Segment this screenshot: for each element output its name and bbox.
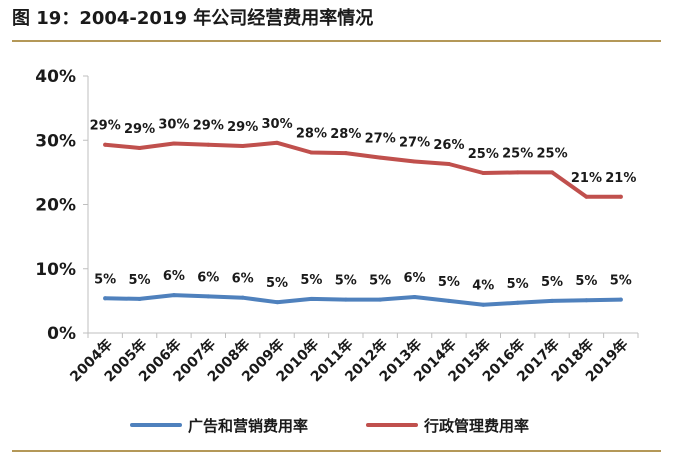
data-point bbox=[309, 296, 314, 301]
chart-title: 图 19：2004-2019 年公司经营费用率情况 bbox=[12, 8, 374, 29]
bottom-rule bbox=[12, 450, 661, 452]
data-point bbox=[550, 298, 555, 303]
data-point bbox=[137, 145, 142, 150]
data-label: 25% bbox=[468, 147, 499, 162]
data-point bbox=[206, 294, 211, 299]
series-line-0 bbox=[103, 293, 623, 307]
data-label: 29% bbox=[193, 119, 224, 134]
data-point bbox=[618, 297, 623, 302]
data-point bbox=[275, 140, 280, 145]
data-point bbox=[171, 141, 176, 146]
data-label: 27% bbox=[365, 132, 396, 147]
data-point bbox=[618, 194, 623, 199]
data-label: 6% bbox=[232, 272, 254, 287]
data-label: 5% bbox=[575, 274, 597, 289]
data-point bbox=[103, 296, 108, 301]
data-label: 28% bbox=[296, 126, 327, 141]
data-label: 5% bbox=[94, 272, 116, 287]
data-label: 4% bbox=[472, 279, 494, 294]
data-label: 5% bbox=[541, 275, 563, 290]
data-point bbox=[240, 295, 245, 300]
y-tick-label: 30% bbox=[35, 131, 76, 151]
data-point bbox=[309, 150, 314, 155]
data-label: 6% bbox=[163, 269, 185, 284]
data-label: 30% bbox=[158, 117, 189, 132]
data-point bbox=[206, 142, 211, 147]
axes: 0%10%20%30%40%2004年2005年2006年2007年2008年2… bbox=[35, 67, 639, 385]
data-label: 5% bbox=[369, 274, 391, 289]
data-point bbox=[446, 298, 451, 303]
y-tick-label: 0% bbox=[47, 324, 76, 344]
data-point bbox=[515, 170, 520, 175]
data-labels: 5% 5% 6% 6% 6% 5% 5% 5% 5% 6% 5% 4% 5% 5% 5% 5%29% 29% 30… bbox=[90, 117, 637, 294]
data-label: 26% bbox=[433, 138, 464, 153]
data-label: 29% bbox=[227, 120, 258, 135]
data-point bbox=[412, 159, 417, 164]
data-label: 21% bbox=[605, 171, 636, 186]
data-point bbox=[584, 298, 589, 303]
y-tick-label: 40% bbox=[35, 67, 76, 87]
data-label: 5% bbox=[335, 274, 357, 289]
data-point bbox=[275, 300, 280, 305]
data-label: 28% bbox=[330, 127, 361, 142]
legend-label: 行政管理费用率 bbox=[423, 417, 529, 435]
data-label: 6% bbox=[404, 271, 426, 286]
data-label: 5% bbox=[129, 273, 151, 288]
data-point bbox=[550, 170, 555, 175]
data-label: 30% bbox=[262, 117, 293, 132]
data-label: 5% bbox=[266, 276, 288, 291]
data-label: 5% bbox=[438, 275, 460, 290]
data-point bbox=[378, 297, 383, 302]
data-label: 6% bbox=[197, 270, 219, 285]
data-point bbox=[515, 300, 520, 305]
data-point bbox=[481, 171, 486, 176]
data-label: 29% bbox=[124, 122, 155, 137]
data-point bbox=[137, 296, 142, 301]
data-label: 29% bbox=[90, 119, 121, 134]
data-point bbox=[412, 295, 417, 300]
data-label: 5% bbox=[300, 273, 322, 288]
data-label: 25% bbox=[537, 146, 568, 161]
legend-label: 广告和营销费用率 bbox=[188, 417, 308, 435]
series-line-1 bbox=[103, 140, 623, 199]
data-point bbox=[240, 144, 245, 149]
data-label: 5% bbox=[610, 274, 632, 289]
data-label: 25% bbox=[502, 146, 533, 161]
data-point bbox=[171, 293, 176, 298]
series-lines bbox=[103, 140, 623, 307]
data-point bbox=[343, 297, 348, 302]
top-rule bbox=[12, 40, 661, 42]
y-tick-label: 20% bbox=[35, 196, 76, 216]
legend: 广告和营销费用率 行政管理费用率 bbox=[130, 417, 529, 435]
data-point bbox=[343, 151, 348, 156]
data-point bbox=[584, 194, 589, 199]
data-point bbox=[378, 155, 383, 160]
data-point bbox=[446, 162, 451, 167]
y-tick-label: 10% bbox=[35, 260, 76, 280]
data-label: 27% bbox=[399, 135, 430, 150]
data-point bbox=[481, 302, 486, 307]
data-point bbox=[103, 142, 108, 147]
data-label: 5% bbox=[507, 277, 529, 292]
data-label: 21% bbox=[571, 171, 602, 186]
